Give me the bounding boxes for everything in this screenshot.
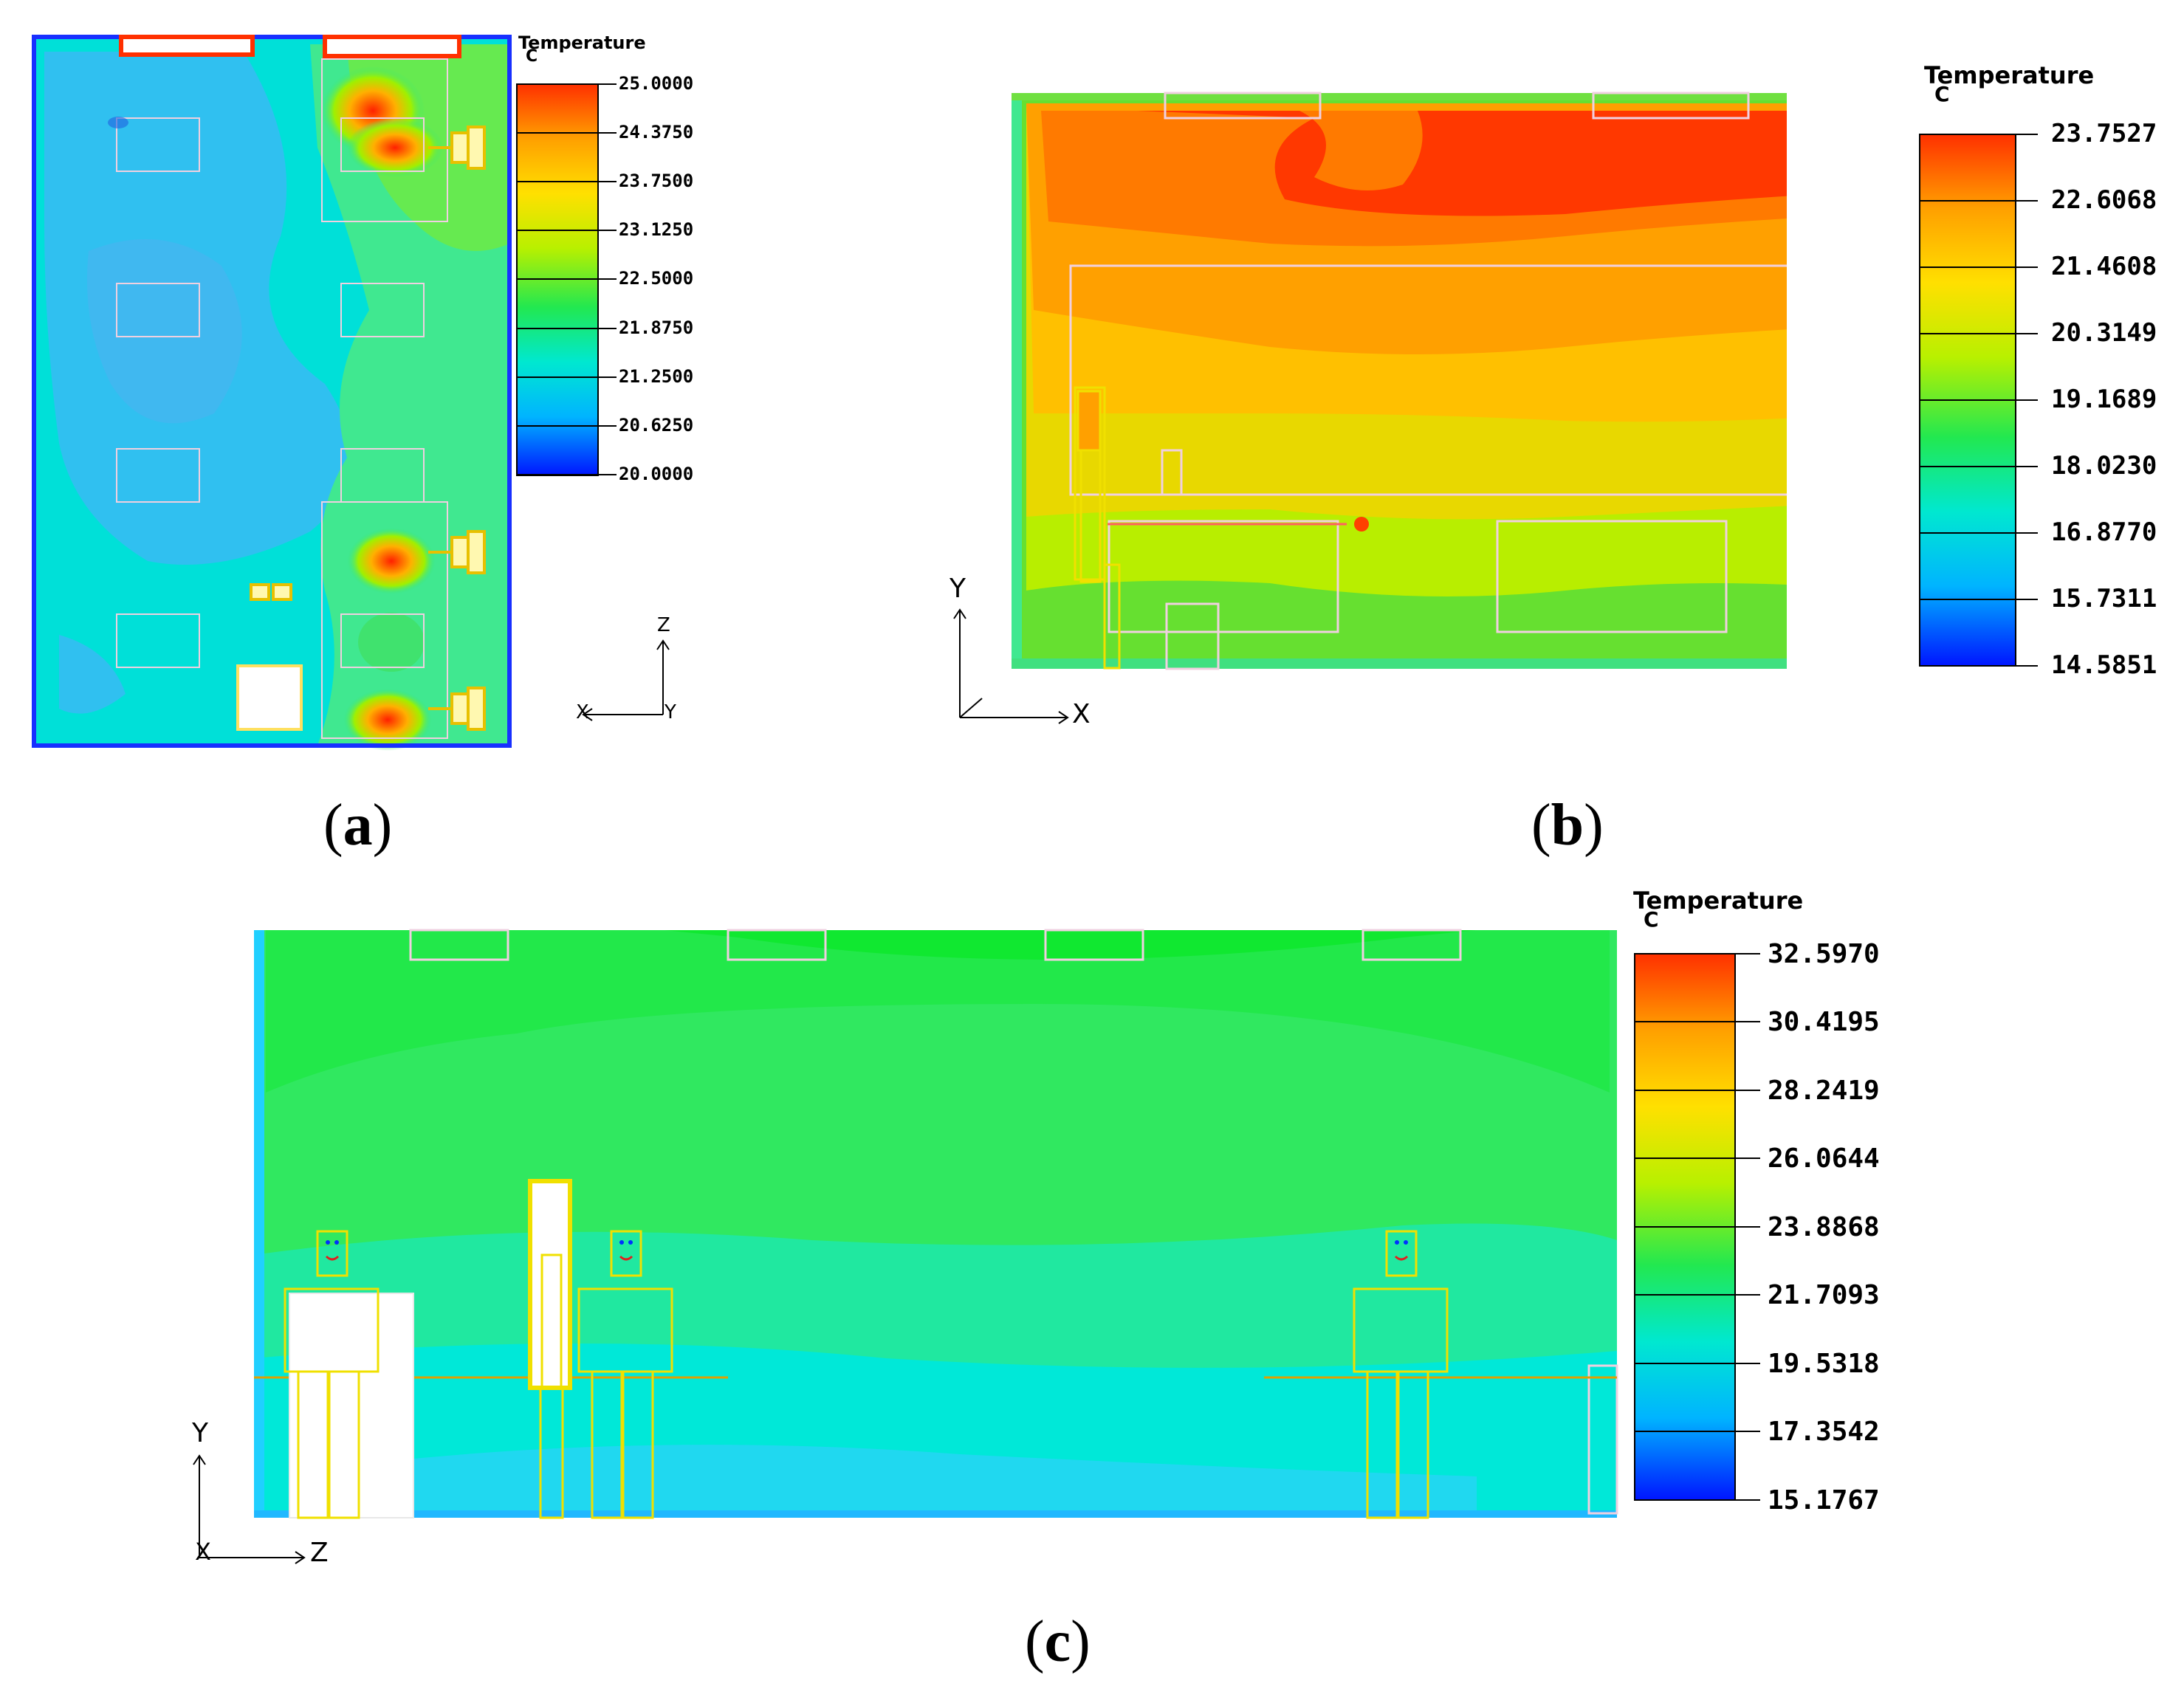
legend-title-a: Temperature — [518, 32, 646, 53]
legend-tick-b-2: 21.4608 — [2051, 252, 2157, 281]
caption-a: (a) — [323, 793, 393, 858]
legend-tick-b-7: 15.7311 — [2051, 584, 2157, 613]
legend-tick-c-4: 23.8868 — [1768, 1212, 1880, 1242]
caption-b: (b) — [1531, 793, 1604, 858]
contour-plot-b — [953, 92, 1787, 724]
axis-label-v-b: Y — [950, 574, 966, 604]
legend-tick-a-2: 23.7500 — [619, 171, 694, 191]
panel-b: Y X Temperature C — [901, 0, 2184, 871]
legend-tick-b-5: 18.0230 — [2051, 451, 2157, 481]
legend-title-b: Temperature — [1924, 61, 2095, 89]
legend-tick-a-0: 25.0000 — [619, 73, 694, 94]
axis-label-depth-c: X — [195, 1538, 211, 1566]
axis-label-v-a: Z — [657, 614, 670, 636]
color-scale-a — [516, 83, 617, 476]
contour-plot-a — [32, 35, 670, 751]
legend-tick-c-7: 17.3542 — [1768, 1417, 1880, 1447]
color-scale-b — [1919, 134, 2038, 667]
legend-tick-c-2: 28.2419 — [1768, 1076, 1880, 1106]
legend-tick-c-8: 15.1767 — [1768, 1485, 1880, 1516]
legend-unit-a: C — [526, 47, 538, 66]
legend-tick-b-1: 22.6068 — [2051, 185, 2157, 215]
legend-tick-b-4: 19.1689 — [2051, 385, 2157, 414]
axis-label-h-a: X — [576, 701, 589, 723]
panel-c: Y Z X Temperature C — [0, 871, 2184, 1689]
panel-a: Z X Y Temperature C — [0, 0, 812, 871]
legend-tick-c-0: 32.5970 — [1768, 939, 1880, 969]
axis-label-h-b: X — [1072, 699, 1091, 729]
legend-tick-a-1: 24.3750 — [619, 122, 694, 142]
color-scale-c — [1634, 953, 1760, 1501]
axis-label-v-c: Y — [192, 1418, 208, 1448]
legend-unit-b: C — [1934, 82, 1950, 106]
legend-tick-c-5: 21.7093 — [1768, 1280, 1880, 1310]
contour-plot-c — [193, 929, 1618, 1564]
legend-unit-c: C — [1644, 907, 1659, 932]
legend-tick-b-6: 16.8770 — [2051, 517, 2157, 547]
legend-tick-b-8: 14.5851 — [2051, 650, 2157, 680]
legend-tick-b-3: 20.3149 — [2051, 318, 2157, 348]
legend-tick-c-1: 30.4195 — [1768, 1007, 1880, 1037]
legend-tick-c-3: 26.0644 — [1768, 1143, 1880, 1174]
caption-c: (c) — [1025, 1609, 1091, 1674]
legend-tick-b-0: 23.7527 — [2051, 119, 2157, 148]
legend-tick-a-8: 20.0000 — [619, 464, 694, 484]
legend-tick-a-3: 23.1250 — [619, 219, 694, 240]
legend-tick-a-4: 22.5000 — [619, 268, 694, 289]
legend-tick-a-5: 21.8750 — [619, 317, 694, 338]
axis-label-depth-a: Y — [665, 701, 676, 723]
legend-tick-c-6: 19.5318 — [1768, 1349, 1880, 1379]
axis-label-h-c: Z — [310, 1538, 329, 1568]
legend-tick-a-6: 21.2500 — [619, 366, 694, 387]
legend-title-c: Temperature — [1633, 887, 1804, 915]
legend-tick-a-7: 20.6250 — [619, 415, 694, 436]
